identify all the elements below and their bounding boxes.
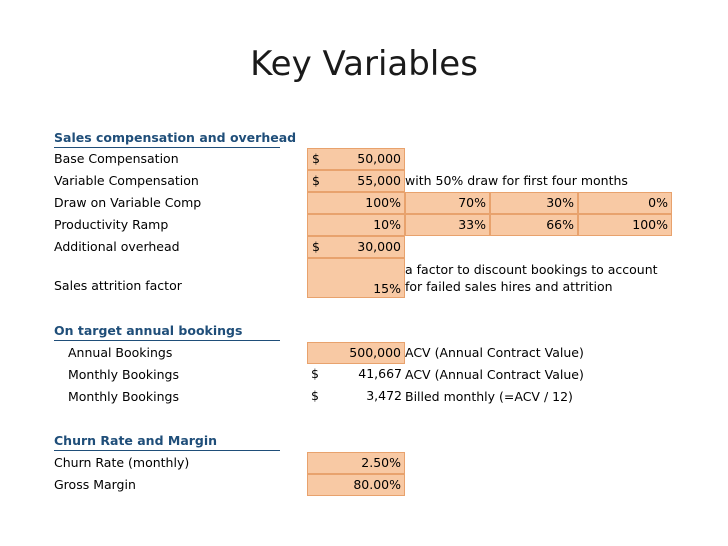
row-churn-rate: Churn Rate (monthly) 2.50% <box>0 452 728 474</box>
row-label: Annual Bookings <box>68 345 173 360</box>
row-note: ACV (Annual Contract Value) <box>405 367 584 382</box>
churn-rate-cell[interactable]: 2.50% <box>307 452 405 474</box>
monthly-bookings-value: 3,472 <box>366 388 402 403</box>
row-gross-margin: Gross Margin 80.00% <box>0 474 728 496</box>
row-note: ACV (Annual Contract Value) <box>405 345 584 360</box>
section-header-label: On target annual bookings <box>54 323 243 338</box>
currency-symbol: $ <box>311 366 319 381</box>
row-sales-attrition: Sales attrition factor 15% a factor to d… <box>0 258 728 298</box>
currency-symbol: $ <box>312 151 320 166</box>
gross-margin-cell[interactable]: 80.00% <box>307 474 405 496</box>
row-monthly-bookings-acv: Monthly Bookings $ 41,667 ACV (Annual Co… <box>0 364 728 386</box>
cell-value: 30,000 <box>357 239 401 254</box>
row-note: Billed monthly (=ACV / 12) <box>405 389 573 404</box>
row-label: Draw on Variable Comp <box>54 195 202 210</box>
row-productivity-ramp: Productivity Ramp 10% 33% 66% 100% <box>0 214 728 236</box>
header-underline <box>54 450 280 451</box>
row-label: Productivity Ramp <box>54 217 169 232</box>
draw-cell-4[interactable]: 0% <box>578 192 672 214</box>
section-header-bookings: On target annual bookings <box>0 320 728 342</box>
row-label: Gross Margin <box>54 477 136 492</box>
row-additional-overhead: Additional overhead $ 30,000 <box>0 236 728 258</box>
cell-value: 55,000 <box>357 173 401 188</box>
draw-cell-1[interactable]: 100% <box>307 192 405 214</box>
row-monthly-bookings-billed: Monthly Bookings $ 3,472 Billed monthly … <box>0 386 728 408</box>
header-underline <box>54 147 280 148</box>
row-label: Base Compensation <box>54 151 179 166</box>
ramp-cell-4[interactable]: 100% <box>578 214 672 236</box>
row-label: Monthly Bookings <box>68 389 179 404</box>
draw-cell-2[interactable]: 70% <box>405 192 490 214</box>
row-label: Churn Rate (monthly) <box>54 455 190 470</box>
row-note-line1: a factor to discount bookings to account <box>405 262 658 277</box>
section-header-label: Sales compensation and overhead <box>54 130 297 145</box>
ramp-cell-2[interactable]: 33% <box>405 214 490 236</box>
row-variable-compensation: Variable Compensation $ 55,000 with 50% … <box>0 170 728 192</box>
row-note: with 50% draw for first four months <box>405 173 628 188</box>
ramp-cell-1[interactable]: 10% <box>307 214 405 236</box>
currency-symbol: $ <box>312 239 320 254</box>
row-label: Variable Compensation <box>54 173 199 188</box>
draw-cell-3[interactable]: 30% <box>490 192 578 214</box>
base-compensation-cell[interactable]: $ 50,000 <box>307 148 405 170</box>
annual-bookings-cell[interactable]: 500,000 <box>307 342 405 364</box>
currency-symbol: $ <box>312 173 320 188</box>
row-base-compensation: Base Compensation $ 50,000 <box>0 148 728 170</box>
monthly-bookings-value: 41,667 <box>358 366 402 381</box>
row-annual-bookings: Annual Bookings 500,000 ACV (Annual Cont… <box>0 342 728 364</box>
additional-overhead-cell[interactable]: $ 30,000 <box>307 236 405 258</box>
variable-compensation-cell[interactable]: $ 55,000 <box>307 170 405 192</box>
row-draw-variable-comp: Draw on Variable Comp 100% 70% 30% 0% <box>0 192 728 214</box>
section-header-sales: Sales compensation and overhead <box>0 127 728 149</box>
sales-attrition-cell[interactable]: 15% <box>307 258 405 298</box>
currency-symbol: $ <box>311 388 319 403</box>
section-header-label: Churn Rate and Margin <box>54 433 218 448</box>
section-header-churn: Churn Rate and Margin <box>0 430 728 452</box>
ramp-cell-3[interactable]: 66% <box>490 214 578 236</box>
row-label: Sales attrition factor <box>54 278 182 293</box>
row-note-line2: for failed sales hires and attrition <box>405 279 613 294</box>
row-label: Additional overhead <box>54 239 180 254</box>
cell-value: 50,000 <box>357 151 401 166</box>
header-underline <box>54 340 280 341</box>
row-label: Monthly Bookings <box>68 367 179 382</box>
page-title: Key Variables <box>250 44 478 84</box>
